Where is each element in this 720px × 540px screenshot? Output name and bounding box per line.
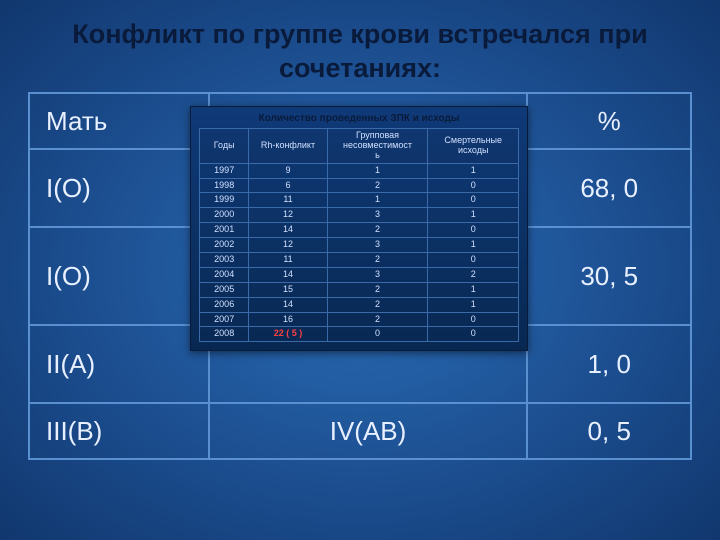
inner-cell: 1 (428, 208, 519, 223)
inner-cell: 1 (428, 238, 519, 253)
inner-cell: 22 ( 5 ) (249, 327, 327, 342)
inner-row: 20001231 (200, 208, 519, 223)
cell-mother: III(B) (29, 403, 209, 459)
inner-cell: 6 (249, 178, 327, 193)
cell-pct: 30, 5 (527, 227, 691, 325)
cell-mid: IV(AB) (209, 403, 528, 459)
inner-cell: 14 (249, 223, 327, 238)
inner-cell: 12 (249, 238, 327, 253)
cell-pct: 68, 0 (527, 149, 691, 227)
inner-header-row: Годы Rh-конфликт Групповая несовместимос… (200, 129, 519, 164)
inner-col-year: Годы (200, 129, 249, 164)
inner-cell: 0 (428, 312, 519, 327)
inner-cell: 14 (249, 297, 327, 312)
inner-cell: 0 (428, 193, 519, 208)
inner-cell: 2008 (200, 327, 249, 342)
inner-cell: 1 (327, 193, 428, 208)
inner-row: 200822 ( 5 )00 (200, 327, 519, 342)
inner-cell: 2 (428, 267, 519, 282)
inner-cell: 3 (327, 267, 428, 282)
inner-cell: 2005 (200, 282, 249, 297)
inner-row: 20071620 (200, 312, 519, 327)
inner-cell: 1998 (200, 178, 249, 193)
inner-cell: 2006 (200, 297, 249, 312)
inner-cell: 2 (327, 312, 428, 327)
inner-cell: 2003 (200, 253, 249, 268)
inner-cell: 2 (327, 282, 428, 297)
cell-mother: II(A) (29, 325, 209, 403)
inner-cell: 0 (428, 327, 519, 342)
inner-cell: 1 (428, 297, 519, 312)
inner-cell: 0 (327, 327, 428, 342)
inner-cell: 3 (327, 238, 428, 253)
inner-table: Годы Rh-конфликт Групповая несовместимос… (199, 128, 519, 342)
inner-cell: 1997 (200, 163, 249, 178)
inner-cell: 9 (249, 163, 327, 178)
inner-cell: 2 (327, 253, 428, 268)
inner-cell: 2 (327, 297, 428, 312)
inner-cell: 2 (327, 223, 428, 238)
inner-cell: 1 (428, 163, 519, 178)
inner-row: 20031120 (200, 253, 519, 268)
inner-cell: 1 (428, 282, 519, 297)
main-row: III(B) IV(AB) 0, 5 (29, 403, 691, 459)
slide-title: Конфликт по группе крови встречался при … (0, 0, 720, 98)
inner-cell: 2007 (200, 312, 249, 327)
inner-row: 20061421 (200, 297, 519, 312)
cell-mother: I(O) (29, 227, 209, 325)
inner-cell: 0 (428, 223, 519, 238)
inner-row: 20021231 (200, 238, 519, 253)
inner-overlay: Количество проведенных ЗПК и исходы Годы… (190, 106, 528, 351)
inner-row: 1997911 (200, 163, 519, 178)
inner-cell: 2002 (200, 238, 249, 253)
inner-cell: 0 (428, 253, 519, 268)
inner-col-group: Групповая несовместимост ь (327, 129, 428, 164)
inner-cell: 15 (249, 282, 327, 297)
inner-cell: 2000 (200, 208, 249, 223)
inner-col-rh: Rh-конфликт (249, 129, 327, 164)
inner-row: 19991110 (200, 193, 519, 208)
cell-mother: I(O) (29, 149, 209, 227)
inner-cell: 1 (327, 163, 428, 178)
inner-col-death: Смертельные исходы (428, 129, 519, 164)
inner-cell: 12 (249, 208, 327, 223)
inner-cell: 0 (428, 178, 519, 193)
cell-pct: 1, 0 (527, 325, 691, 403)
inner-row: 20011420 (200, 223, 519, 238)
inner-cell: 1999 (200, 193, 249, 208)
cell-pct: 0, 5 (527, 403, 691, 459)
inner-cell: 16 (249, 312, 327, 327)
inner-cell: 2004 (200, 267, 249, 282)
inner-cell: 11 (249, 193, 327, 208)
inner-cell: 3 (327, 208, 428, 223)
inner-cell: 2001 (200, 223, 249, 238)
inner-row: 20041432 (200, 267, 519, 282)
inner-row: 1998620 (200, 178, 519, 193)
inner-cell: 14 (249, 267, 327, 282)
inner-cell: 2 (327, 178, 428, 193)
main-header-left: Мать (29, 93, 209, 149)
main-header-right: % (527, 93, 691, 149)
inner-row: 20051521 (200, 282, 519, 297)
inner-cell: 11 (249, 253, 327, 268)
inner-title: Количество проведенных ЗПК и исходы (199, 113, 519, 124)
